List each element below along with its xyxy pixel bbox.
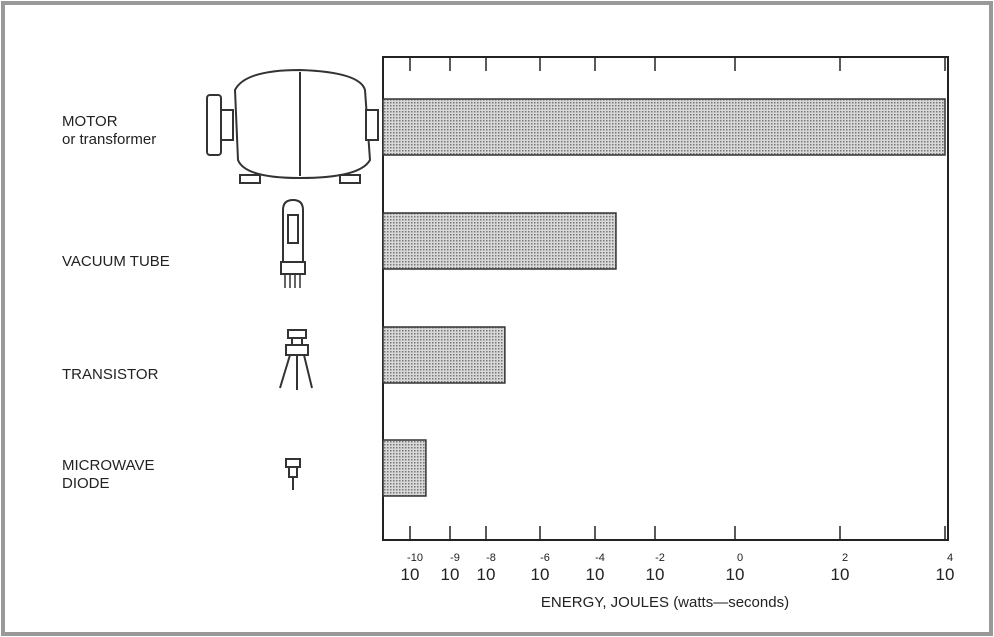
x-tick-exponent: 4 [947, 552, 953, 564]
x-tick-exponent: -8 [486, 552, 496, 564]
diode-icon [286, 459, 300, 490]
bar [383, 440, 426, 496]
category-label: VACUUM TUBE [62, 253, 170, 271]
x-tick-label: 10 [646, 565, 665, 584]
x-tick-label: 10 [831, 565, 850, 584]
bar [383, 327, 505, 383]
x-tick-label: 10 [441, 565, 460, 584]
category-label: MOTOR or transformer [62, 113, 156, 149]
transistor-icon [280, 330, 312, 390]
x-tick-exponent: -10 [407, 552, 423, 564]
x-tick-label: 10 [936, 565, 955, 584]
x-tick-label: 10 [586, 565, 605, 584]
x-tick-label: 10 [726, 565, 745, 584]
x-tick-exponent: -4 [595, 552, 605, 564]
category-label: TRANSISTOR [62, 366, 158, 384]
motor-icon [207, 70, 378, 183]
x-tick-label: 10 [531, 565, 550, 584]
chart: ENERGY, JOULES (watts—seconds) 10-1010-9… [0, 0, 994, 637]
x-tick-exponent: -2 [655, 552, 665, 564]
x-tick-label: 10 [401, 565, 420, 584]
x-tick-exponent: 2 [842, 552, 848, 564]
vacuum-tube-icon [281, 200, 305, 288]
x-tick-exponent: -9 [450, 552, 460, 564]
x-tick-exponent: 0 [737, 552, 743, 564]
page: ENERGY, JOULES (watts—seconds) 10-1010-9… [0, 0, 994, 637]
bar [383, 99, 945, 155]
bar [383, 213, 616, 269]
x-axis-label: ENERGY, JOULES (watts—seconds) [541, 594, 789, 611]
category-label: MICROWAVE DIODE [62, 457, 155, 493]
x-tick-exponent: -6 [540, 552, 550, 564]
x-tick-label: 10 [477, 565, 496, 584]
